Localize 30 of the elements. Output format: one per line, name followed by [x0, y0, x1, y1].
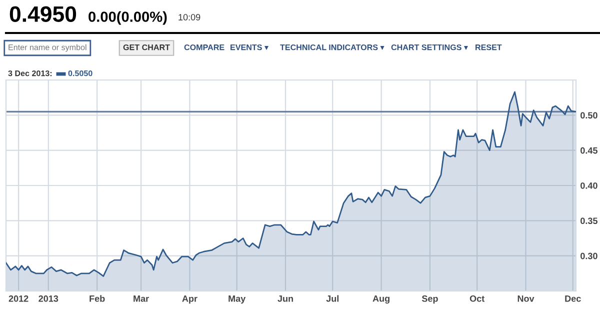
y-tick-label: 0.45: [580, 147, 598, 154]
chart-title: 0.4950: [10, 6, 76, 22]
x-tick-label: Jun: [278, 296, 293, 302]
x-tick-label: Oct: [470, 295, 484, 302]
x-tick-label: 2012: [8, 295, 28, 302]
text: EVENTS ▾: [230, 44, 268, 50]
x-tick-label: Dec: [565, 296, 581, 302]
text: 0.5050: [68, 70, 92, 76]
y-tick-label: 0.40: [580, 182, 598, 189]
x-tick-label: Mar: [134, 296, 149, 302]
x-tick-label: Nov: [518, 296, 534, 302]
x-tick-label: 2013: [38, 295, 58, 302]
x-tick-label: Aug: [372, 295, 390, 304]
x-tick-label: Apr: [182, 296, 198, 304]
y-tick-label: 0.50: [580, 112, 598, 119]
text: 3 Dec 2013:: [8, 70, 52, 76]
text: GET CHART: [123, 44, 170, 50]
y-tick-label: 0.35: [580, 218, 598, 224]
x-tick-label: Feb: [90, 295, 105, 302]
text: RESET: [476, 44, 502, 50]
x-tick-label: Jul: [326, 295, 338, 302]
y-tick-label: 0.30: [580, 252, 598, 260]
text: 10:09: [178, 14, 200, 20]
text: Enter name or symbol: [8, 44, 86, 52]
chart-subtitle: 0.00(0.00%): [88, 11, 167, 25]
x-tick-label: Sep: [422, 295, 438, 304]
text: COMPARE: [184, 44, 224, 50]
text: CHART SETTINGS ▾: [391, 44, 468, 50]
text: TECHNICAL INDICATORS ▾: [280, 44, 384, 50]
x-tick-label: May: [228, 296, 246, 304]
